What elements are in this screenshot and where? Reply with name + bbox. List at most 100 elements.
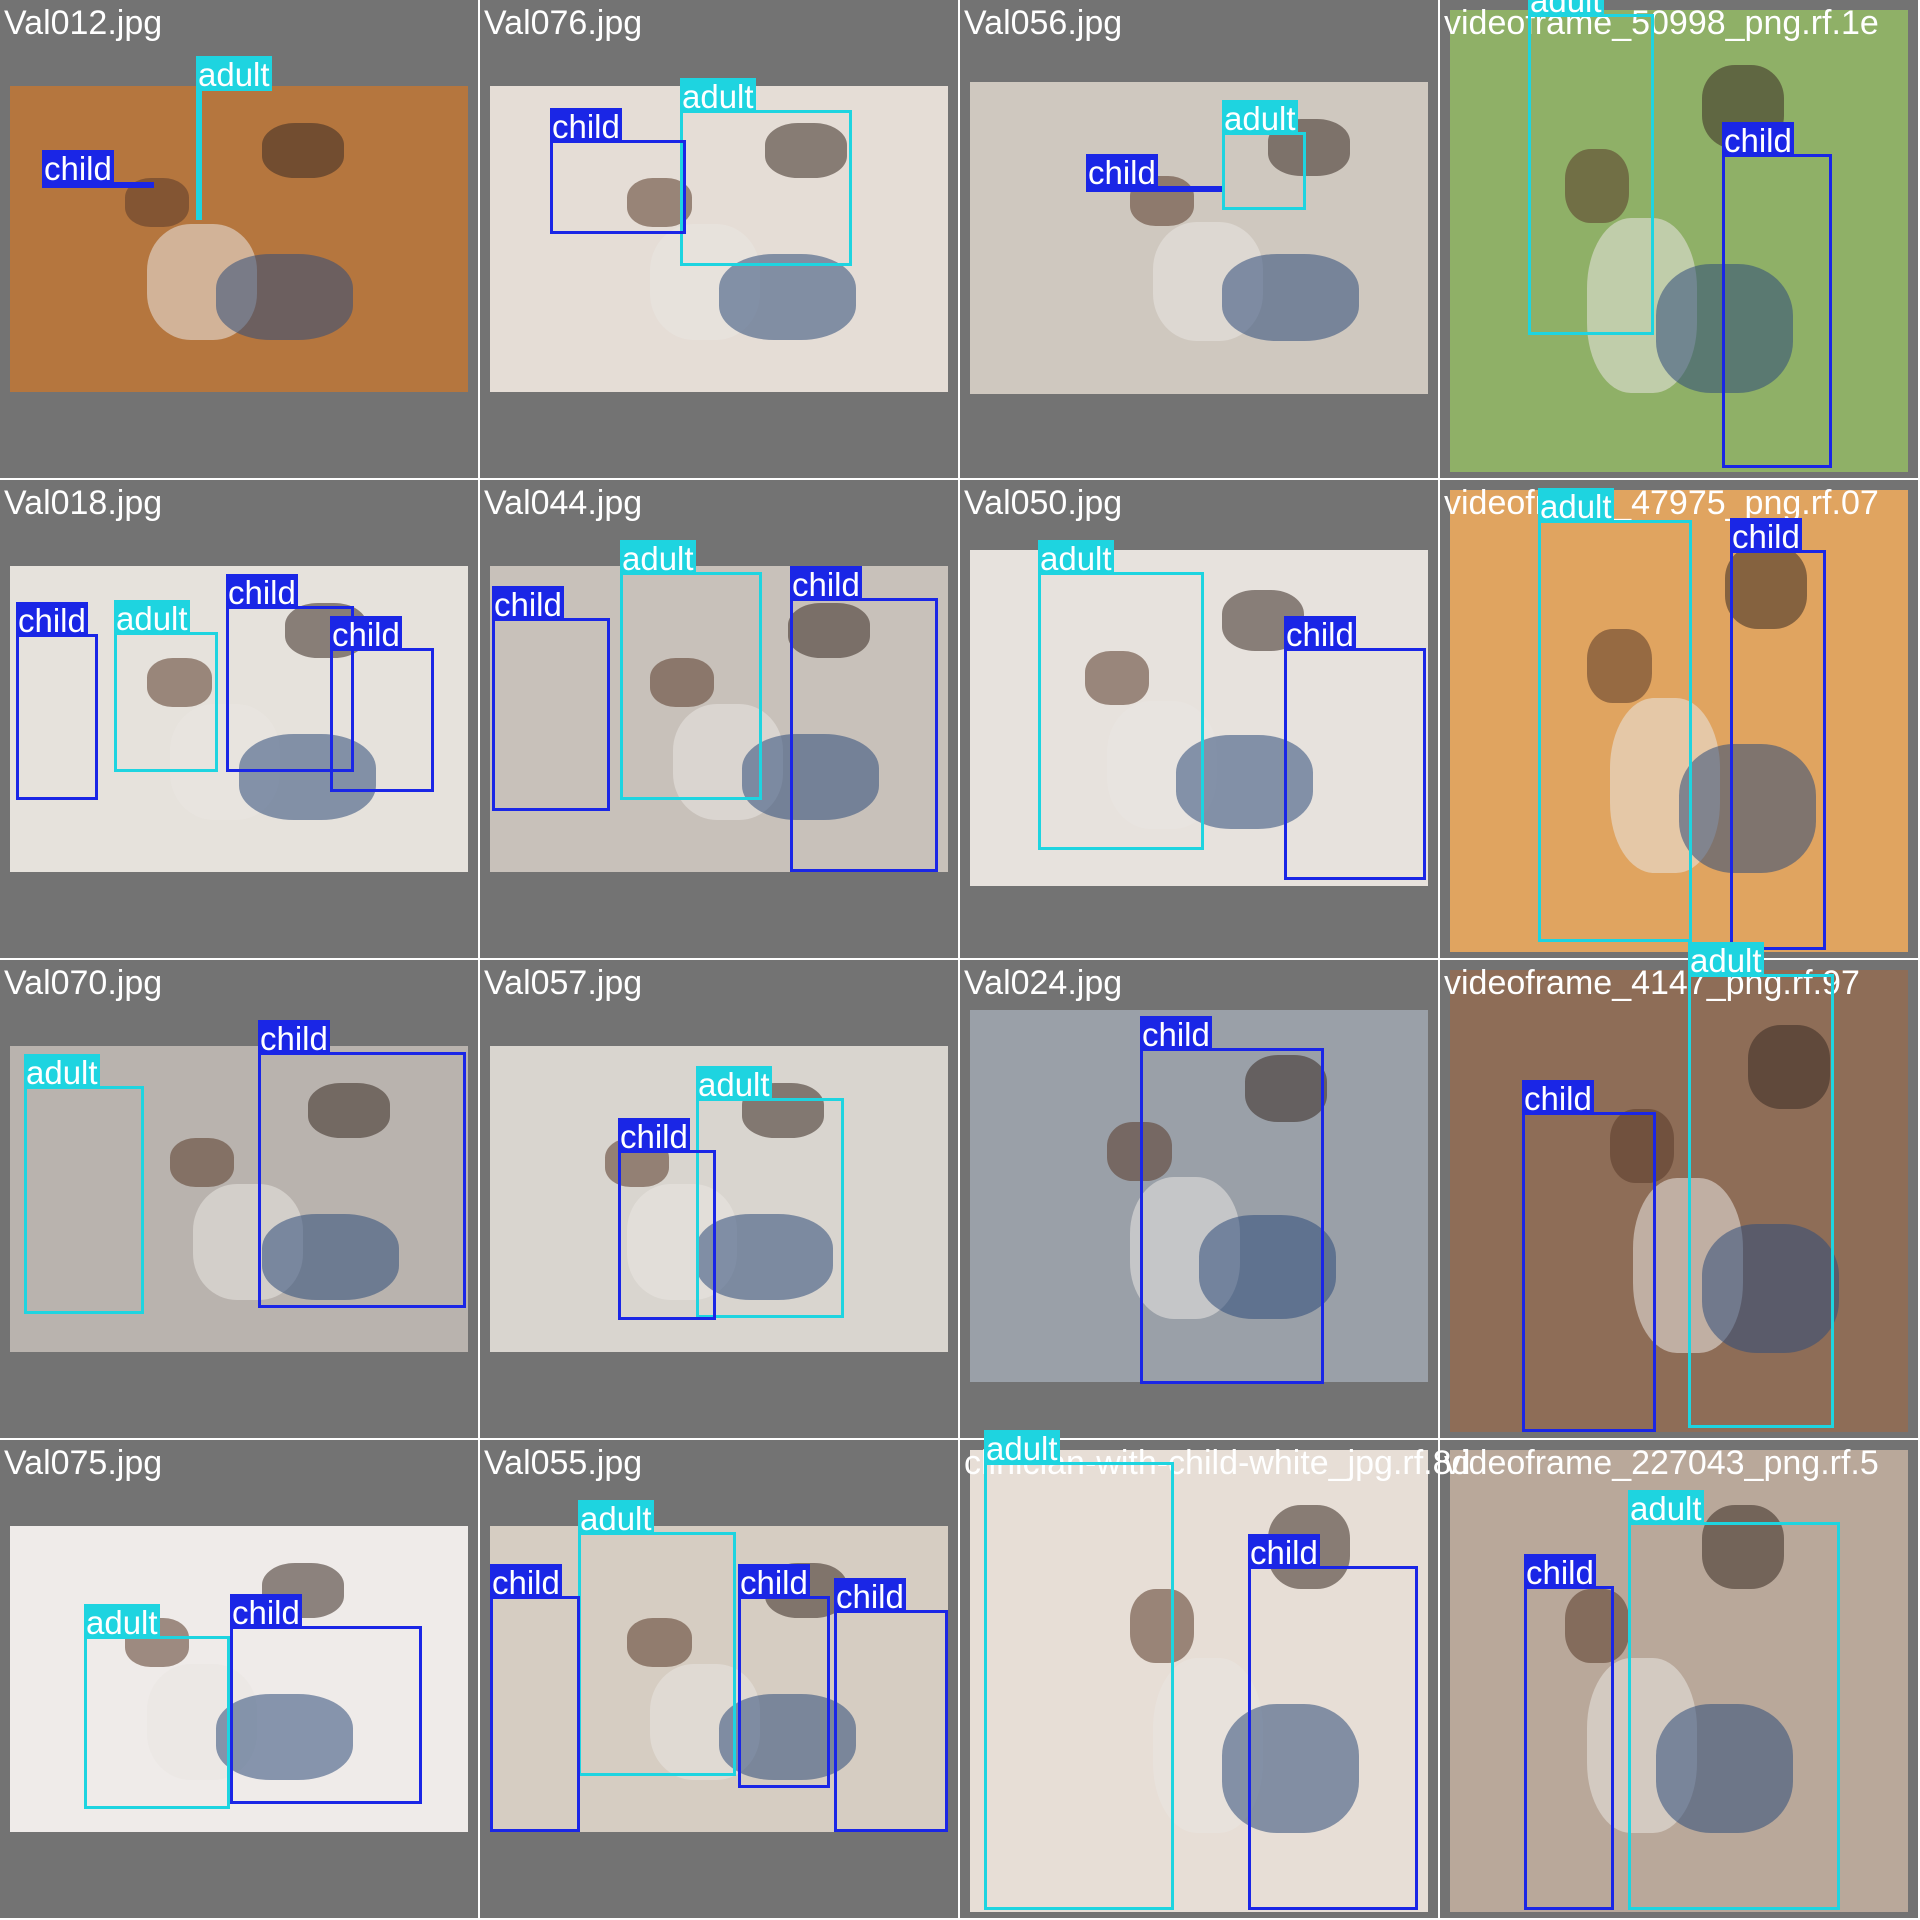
child-bounding-box: child (1086, 154, 1222, 192)
child-bounding-box: child (1524, 1554, 1614, 1910)
child-bounding-box: child (1730, 518, 1826, 950)
mosaic-tile: Val055.jpg adult child child child (480, 1440, 958, 1918)
tile-filename: videoframe_227043_png.rf.5 (1444, 1444, 1879, 1482)
photo-figure-shape (216, 254, 354, 340)
child-bounding-box: child (226, 574, 354, 772)
mosaic-tile: Val050.jpg adult child (960, 480, 1438, 958)
photo-figure-shape (719, 1694, 857, 1780)
photo-figure-shape (1564, 1588, 1629, 1663)
mosaic-tile: clinician-with-child-white_jpg.rf.8d adul… (960, 1430, 1470, 1918)
child-bounding-box: child (618, 1118, 716, 1320)
mosaic-tile: Val056.jpg adult child (960, 0, 1438, 478)
adult-bounding-box: adult (696, 1066, 844, 1318)
photo-figure-shape (1747, 1025, 1831, 1109)
photo-figure-shape (627, 1617, 692, 1667)
child-bounding-box: child (550, 108, 686, 234)
photo-figure-shape (650, 657, 715, 707)
tile-photo (10, 1046, 468, 1352)
child-bounding-box: child (258, 1020, 466, 1308)
photo-figure-shape (764, 122, 848, 178)
adult-bounding-box: adult (196, 56, 272, 220)
photo-figure-shape (1244, 1054, 1328, 1122)
child-label-tag: child (230, 1594, 302, 1631)
child-bounding-box: child (1140, 1016, 1324, 1384)
mosaic-tile: videoframe_47975_png.rf.07 adult child (1440, 480, 1918, 958)
adult-label-tag: adult (24, 1054, 100, 1091)
adult-bounding-box: adult (114, 600, 218, 772)
photo-figure-shape (261, 122, 345, 178)
child-bounding-box: child (490, 1564, 580, 1832)
child-bounding-box: child (16, 602, 98, 800)
child-bounding-box: child (1722, 122, 1832, 468)
photo-figure-shape (1176, 734, 1314, 829)
adult-bounding-box: adult (578, 1500, 736, 1776)
photo-figure-shape (1656, 1704, 1794, 1834)
tile-filename: videoframe_50998_png.rf.1e (1444, 4, 1879, 42)
tile-filename: Val050.jpg (964, 484, 1123, 522)
tile-filename: videoframe_47975_png.rf.07 (1444, 484, 1879, 522)
tile-filename: Val070.jpg (4, 964, 163, 1002)
tile-filename: Val018.jpg (4, 484, 163, 522)
adult-label-tag: adult (1038, 540, 1114, 577)
photo-figure-shape (170, 1137, 235, 1187)
photo-figure-shape (741, 734, 880, 820)
photo-figure-shape (1587, 628, 1652, 703)
adult-label-tag: adult (1528, 0, 1604, 17)
tile-photo (1450, 10, 1908, 472)
child-label-tag: child (1524, 1554, 1596, 1591)
tile-filename: Val055.jpg (484, 1444, 643, 1482)
photo-figure-shape (1221, 253, 1360, 341)
mosaic-tile: Val076.jpg adult child (480, 0, 958, 478)
adult-label-tag: adult (620, 540, 696, 577)
child-label-tag: child (492, 586, 564, 623)
adult-bounding-box: adult (620, 540, 762, 800)
mosaic-tile: Val012.jpg adult child (0, 0, 478, 478)
tile-filename: Val056.jpg (964, 4, 1123, 42)
photo-figure-shape (1564, 148, 1629, 223)
photo-figure-shape (307, 1082, 391, 1138)
child-label-tag: child (226, 574, 298, 611)
tile-photo (10, 86, 468, 392)
child-bounding-box: child (738, 1564, 830, 1788)
mosaic-tile: Val070.jpg child adult (0, 960, 478, 1438)
photo-figure-shape (147, 657, 212, 707)
adult-label-tag: adult (680, 78, 756, 115)
child-label-tag: child (618, 1118, 690, 1155)
child-label-tag: child (1086, 154, 1158, 191)
adult-bounding-box: adult (1688, 942, 1834, 1428)
mosaic-tile: videoframe_50998_png.rf.1e adult child (1440, 0, 1918, 478)
mosaic-tile: Val057.jpg adult child (480, 960, 958, 1438)
adult-bounding-box: adult (84, 1604, 230, 1809)
adult-label-tag: adult (1628, 1490, 1704, 1527)
photo-figure-shape (787, 602, 871, 658)
child-bounding-box: child (1284, 616, 1426, 880)
tile-filename: videoframe_4147_png.rf.97 (1444, 964, 1860, 1002)
tile-filename: Val057.jpg (484, 964, 643, 1002)
child-bounding-box: child (330, 616, 434, 792)
tile-photo (1450, 490, 1908, 952)
adult-label-tag: adult (578, 1500, 654, 1537)
photo-figure-shape (696, 1214, 834, 1300)
adult-bounding-box: adult (680, 78, 852, 266)
adult-label-tag: adult (984, 1430, 1060, 1467)
adult-label-tag: adult (196, 56, 272, 93)
adult-label-tag: adult (1222, 100, 1298, 137)
child-label-tag: child (1722, 122, 1794, 159)
mosaic-tile: Val075.jpg child adult (0, 1440, 478, 1918)
adult-bounding-box: adult (1538, 488, 1692, 942)
mosaic-tile: Val024.jpg child (960, 960, 1438, 1438)
child-label-tag: child (550, 108, 622, 145)
photo-figure-shape (1130, 1588, 1195, 1663)
tile-photo (1450, 970, 1908, 1432)
adult-bounding-box: adult (1528, 0, 1654, 335)
child-label-tag: child (16, 602, 88, 639)
tile-photo (970, 550, 1428, 886)
mosaic-tile: Val044.jpg adult child child (480, 480, 958, 958)
adult-bounding-box: adult (1038, 540, 1204, 850)
adult-label-tag: adult (84, 1604, 160, 1641)
tile-photo (970, 1450, 1428, 1912)
tile-filename: Val012.jpg (4, 4, 163, 42)
child-label-tag: child (1248, 1534, 1320, 1571)
